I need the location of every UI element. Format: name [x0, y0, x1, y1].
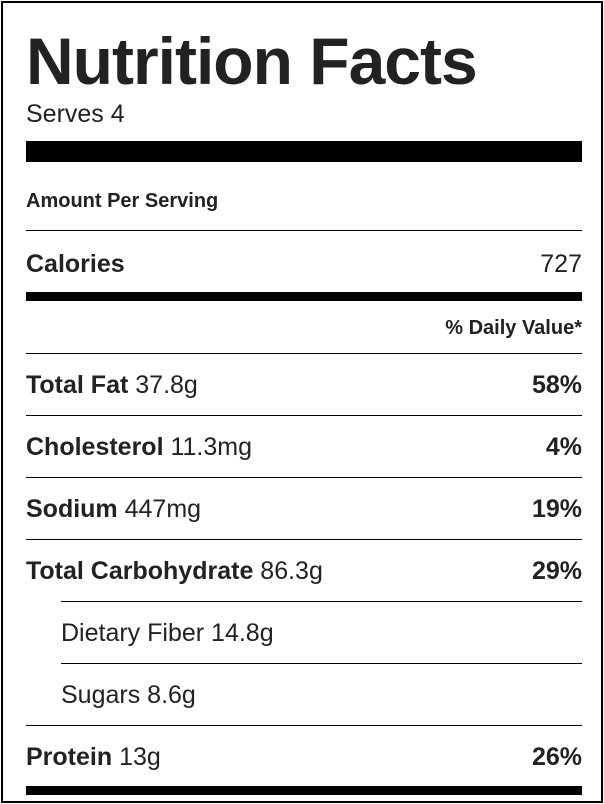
medium-divider [26, 786, 582, 795]
nutrient-name: Protein [26, 742, 113, 771]
nutrient-name: Sugars [61, 680, 141, 709]
nutrient-percent: 4% [545, 432, 582, 461]
divider [26, 415, 582, 416]
nutrient-row-sodium: Sodium 447mg 19% [26, 492, 582, 526]
nutrient-amount: 14.8g [211, 618, 274, 647]
nutrient-row-sugars: Sugars 8.6g [61, 678, 582, 712]
nutrient-percent: 26% [531, 742, 582, 771]
amount-per-serving-label: Amount Per Serving [26, 189, 219, 212]
nutrient-percent: 29% [531, 556, 582, 585]
nutrient-name: Dietary Fiber [61, 618, 205, 647]
label-title: Nutrition Facts [26, 24, 478, 98]
nutrient-amount: 8.6g [147, 680, 196, 709]
nutrient-amount: 86.3g [260, 556, 323, 585]
nutrient-row-total-fat: Total Fat 37.8g 58% [26, 368, 582, 402]
divider [61, 663, 582, 664]
nutrient-row-protein: Protein 13g 26% [26, 740, 582, 774]
nutrient-row-dietary-fiber: Dietary Fiber 14.8g [61, 616, 582, 650]
daily-value-header: % Daily Value* [445, 316, 582, 339]
nutrient-amount: 11.3mg [170, 432, 253, 461]
thick-divider [26, 141, 582, 162]
nutrient-name: Cholesterol [26, 432, 164, 461]
nutrient-name: Sodium [26, 494, 118, 523]
calories-label: Calories [26, 249, 125, 278]
daily-value-header-row: % Daily Value* [26, 313, 582, 343]
nutrient-row-total-carbohydrate: Total Carbohydrate 86.3g 29% [26, 554, 582, 588]
divider [26, 725, 582, 726]
nutrient-name: Total Carbohydrate [26, 556, 254, 585]
divider [26, 477, 582, 478]
servings-text: Serves 4 [26, 100, 125, 128]
nutrient-amount: 37.8g [135, 370, 198, 399]
divider [26, 353, 582, 354]
nutrient-percent: 58% [531, 370, 582, 399]
nutrient-name: Total Fat [26, 370, 129, 399]
nutrient-row-cholesterol: Cholesterol 11.3mg 4% [26, 430, 582, 464]
divider [61, 601, 582, 602]
divider [26, 539, 582, 540]
divider [26, 230, 582, 231]
medium-divider [26, 292, 582, 301]
calories-value: 727 [540, 249, 582, 278]
calories-row: Calories 727 [26, 247, 582, 281]
nutrient-percent: 19% [531, 494, 582, 523]
amount-per-serving-row: Amount Per Serving [26, 186, 582, 216]
nutrient-amount: 13g [119, 742, 161, 771]
nutrient-amount: 447mg [124, 494, 202, 523]
